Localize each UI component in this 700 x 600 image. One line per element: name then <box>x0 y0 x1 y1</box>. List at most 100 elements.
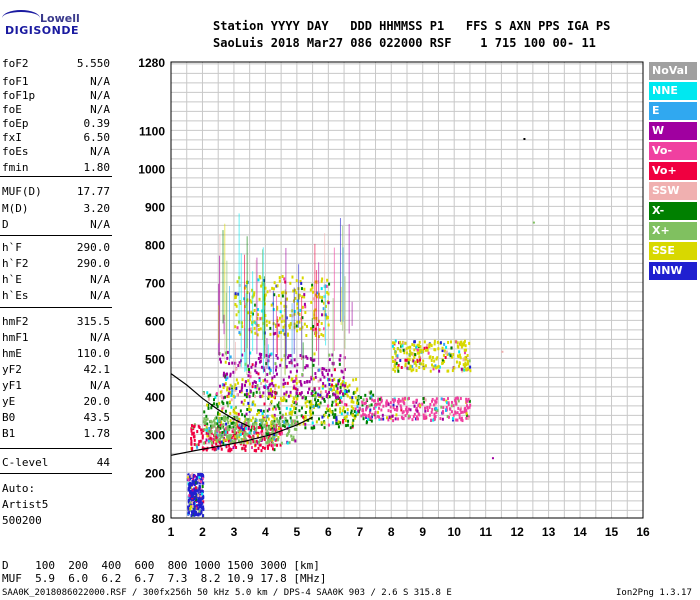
echo-point <box>227 435 230 439</box>
echo-point <box>235 405 238 409</box>
echo-point <box>252 294 255 298</box>
echo-point <box>438 369 441 373</box>
echo-point <box>317 405 320 409</box>
echo-point <box>211 447 214 451</box>
echo-point <box>261 429 264 433</box>
echo-point <box>298 380 301 384</box>
echo-point <box>413 404 416 408</box>
echo-point <box>389 401 392 405</box>
echo-point <box>222 373 225 377</box>
echo-point <box>321 386 324 390</box>
echo-point <box>294 288 297 292</box>
echo-point <box>391 341 394 345</box>
echo-point <box>236 393 239 397</box>
echo-point <box>207 429 210 433</box>
echo-point <box>318 328 321 332</box>
echo-point <box>356 398 359 402</box>
echo-point <box>190 483 193 487</box>
echo-point <box>274 383 277 387</box>
echo-point <box>328 382 331 386</box>
echo-point <box>469 365 472 369</box>
echo-point <box>216 405 219 409</box>
echo-point <box>276 443 279 447</box>
echo-point <box>457 406 460 410</box>
echo-point <box>409 366 412 370</box>
echo-point <box>246 432 249 436</box>
echo-point <box>187 488 190 492</box>
echo-point <box>293 358 296 362</box>
echo-point <box>304 426 307 430</box>
echo-point <box>423 415 426 419</box>
echo-point <box>303 295 306 299</box>
echo-point <box>258 297 261 301</box>
echo-point <box>333 368 336 372</box>
echo-point <box>416 348 419 352</box>
echo-point <box>224 427 227 431</box>
echo-point <box>247 401 250 405</box>
echo-point <box>242 402 245 406</box>
echo-point <box>345 424 348 428</box>
echo-point <box>318 368 321 372</box>
echo-point <box>213 398 216 402</box>
echo-point <box>211 424 214 428</box>
echo-point <box>369 396 372 400</box>
echo-point <box>251 416 254 420</box>
echo-point <box>370 415 373 419</box>
echo-point <box>298 312 301 316</box>
y-tick-label: 1000 <box>138 162 165 176</box>
echo-point <box>354 407 357 411</box>
echo-point <box>251 381 254 385</box>
echo-point <box>465 408 468 412</box>
echo-point <box>211 425 214 429</box>
echo-point <box>195 506 198 510</box>
echo-point <box>228 390 231 394</box>
echo-point <box>235 378 238 382</box>
echo-point <box>312 363 315 367</box>
echo-point <box>423 400 426 404</box>
echo-point <box>241 446 244 450</box>
param-separator <box>0 235 112 236</box>
echo-point <box>268 366 271 370</box>
echo-point <box>244 438 247 442</box>
echo-point <box>241 353 244 357</box>
echo-point <box>429 369 432 373</box>
echo-point <box>242 423 245 427</box>
echo-point <box>259 355 262 359</box>
echo-point <box>413 355 416 359</box>
echo-point <box>399 404 402 408</box>
echo-point <box>364 401 367 405</box>
echo-point <box>432 367 435 371</box>
echo-point <box>250 300 253 304</box>
echo-point <box>301 276 304 280</box>
x-tick-label: 10 <box>448 525 462 539</box>
echo-point <box>344 416 347 420</box>
echo-point <box>303 380 306 384</box>
echo-point <box>236 280 239 284</box>
echo-point <box>415 417 418 421</box>
echo-point <box>265 323 268 327</box>
echo-point <box>409 408 412 412</box>
echo-point <box>312 411 315 415</box>
echo-point <box>432 418 435 422</box>
echo-point <box>266 432 269 436</box>
echo-point <box>278 401 281 405</box>
echo-point <box>258 409 261 413</box>
echo-point <box>266 372 269 376</box>
echo-point <box>226 376 229 380</box>
echo-point <box>327 301 330 305</box>
echo-point <box>299 308 302 312</box>
echo-point <box>207 394 210 398</box>
echo-point <box>245 388 248 392</box>
param-name: yE <box>2 395 16 408</box>
echo-point <box>260 352 263 356</box>
echo-point <box>412 414 415 418</box>
echo-point <box>286 419 289 423</box>
echo-point <box>345 392 348 396</box>
echo-point <box>219 432 222 436</box>
echo-point <box>337 395 340 399</box>
echo-point <box>340 400 343 404</box>
echo-point <box>242 441 245 445</box>
echo-point <box>460 418 463 422</box>
echo-point <box>284 412 287 416</box>
echo-point <box>401 344 404 348</box>
